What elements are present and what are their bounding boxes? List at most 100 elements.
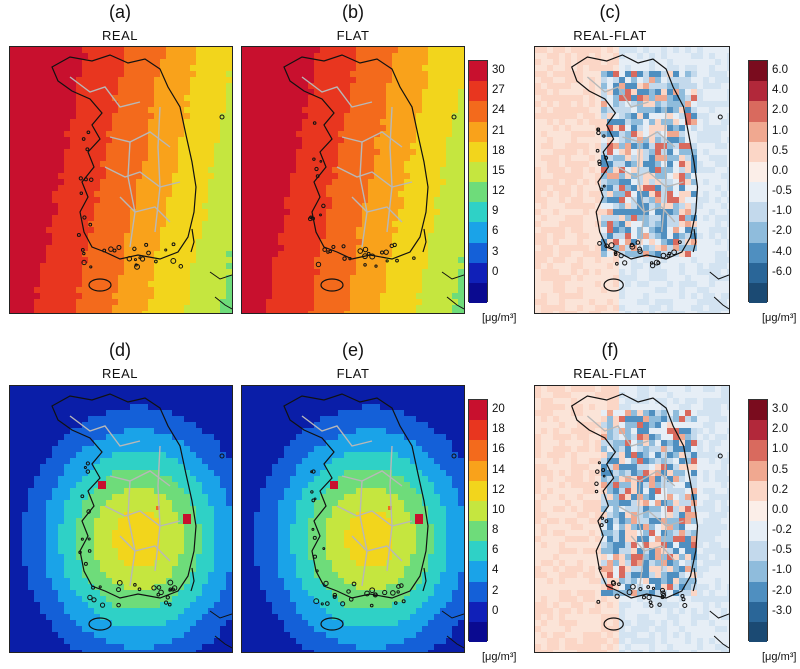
jeju-island bbox=[320, 617, 344, 631]
colorbar-tick-label: 27 bbox=[492, 84, 505, 97]
ulleung-island bbox=[219, 453, 225, 459]
colorbar-tick-label: 3.0 bbox=[772, 403, 788, 416]
colorbar-segment bbox=[749, 460, 767, 482]
colorbar-segment bbox=[749, 400, 767, 421]
colorbar-tick-label: 0.2 bbox=[772, 483, 788, 496]
colorbar-pm25 bbox=[468, 60, 488, 304]
colorbar-tick-label: 0.5 bbox=[772, 463, 788, 476]
colorbar-tick-label: -0.2 bbox=[772, 524, 792, 537]
colorbar-segment bbox=[749, 121, 767, 143]
colorbar-tick-label: 6 bbox=[492, 225, 499, 238]
map-panel-c bbox=[534, 46, 730, 314]
field-cells bbox=[242, 386, 464, 652]
colorbar-segment bbox=[469, 541, 487, 562]
map-e bbox=[242, 386, 464, 652]
panel-title-a: REAL bbox=[102, 28, 138, 43]
colorbar-diff-bottom bbox=[748, 399, 768, 643]
colorbar-segment bbox=[469, 121, 487, 143]
panel-title-e: FLAT bbox=[336, 366, 370, 381]
tsushima-island bbox=[190, 228, 195, 253]
panel-label-f: (f) bbox=[601, 340, 619, 360]
colorbar-pm10 bbox=[468, 399, 488, 643]
colorbar-tick-label: -3.0 bbox=[772, 604, 792, 617]
colorbar-segment bbox=[749, 202, 767, 223]
tsushima-island bbox=[422, 228, 427, 253]
colorbar-segment bbox=[469, 101, 487, 122]
korea-coastline bbox=[51, 393, 197, 599]
colorbar-tick-label: -1.0 bbox=[772, 564, 792, 577]
jeju-island bbox=[88, 617, 112, 631]
japan-coastline bbox=[709, 271, 729, 310]
colorbar-unit: [μg/m³] bbox=[482, 312, 517, 324]
colorbar-unit: [μg/m³] bbox=[762, 651, 797, 663]
field-cells bbox=[535, 386, 729, 652]
panel-label-e: (e) bbox=[342, 340, 364, 360]
colorbar-unit: [μg/m³] bbox=[762, 312, 797, 324]
colorbar-segment bbox=[469, 581, 487, 603]
colorbar-segment bbox=[749, 541, 767, 562]
colorbar-tick-label: -2.0 bbox=[772, 225, 792, 238]
japan-coastline bbox=[441, 271, 464, 310]
colorbar-tick-label: 15 bbox=[492, 164, 505, 177]
colorbar-segment bbox=[749, 500, 767, 522]
colorbar-tick-label: 10 bbox=[492, 503, 505, 516]
colorbar-segment bbox=[469, 222, 487, 243]
colorbar-tick-label: 3 bbox=[492, 245, 499, 258]
colorbar-segment bbox=[469, 400, 487, 421]
colorbar-segment bbox=[469, 601, 487, 623]
colorbar-segment bbox=[469, 440, 487, 461]
colorbar-tick-label: 16 bbox=[492, 443, 505, 456]
ulleung-island bbox=[219, 114, 225, 120]
map-panel-b bbox=[241, 46, 465, 314]
colorbar-segment bbox=[469, 480, 487, 502]
colorbar-segment bbox=[749, 581, 767, 603]
colorbar-segment bbox=[749, 141, 767, 163]
colorbar-segment bbox=[469, 141, 487, 163]
jeju-island bbox=[320, 278, 344, 292]
korea-coastline bbox=[570, 54, 699, 260]
japan-coastline bbox=[441, 610, 464, 649]
colorbar-segment bbox=[469, 420, 487, 441]
colorbar-tick-label: 12 bbox=[492, 185, 505, 198]
tsushima-island bbox=[692, 567, 697, 592]
field-cells bbox=[10, 386, 232, 652]
colorbar-tick-label: 0 bbox=[492, 604, 499, 617]
islands bbox=[310, 469, 406, 608]
colorbar-segment bbox=[469, 460, 487, 482]
colorbar-tick-label: 14 bbox=[492, 463, 505, 476]
islands bbox=[307, 121, 416, 268]
colorbar-segment bbox=[749, 440, 767, 461]
korea-coastline bbox=[51, 54, 197, 260]
province-boundaries bbox=[586, 76, 684, 248]
province-boundaries bbox=[301, 415, 413, 587]
field-cells bbox=[242, 47, 464, 313]
colorbar-tick-label: -4.0 bbox=[772, 245, 792, 258]
panel-title-d: REAL bbox=[102, 366, 138, 381]
colorbar-tick-label: 2 bbox=[492, 584, 499, 597]
colorbar-tick-label: 18 bbox=[492, 423, 505, 436]
jeju-island bbox=[603, 617, 624, 631]
colorbar-tick-label: 21 bbox=[492, 124, 505, 137]
colorbar-segment bbox=[749, 182, 767, 203]
colorbar-tick-label: -1.0 bbox=[772, 205, 792, 218]
colorbar-tick-label: 12 bbox=[492, 483, 505, 496]
jeju-island bbox=[88, 278, 112, 292]
colorbar-tick-label: -6.0 bbox=[772, 265, 792, 278]
islands bbox=[594, 461, 688, 609]
colorbar-tick-label: 30 bbox=[492, 64, 505, 77]
province-boundaries bbox=[301, 76, 413, 248]
panel-label-d: (d) bbox=[109, 340, 131, 360]
colorbar-segment bbox=[469, 202, 487, 223]
colorbar-tick-label: 8 bbox=[492, 524, 499, 537]
colorbar-segment bbox=[749, 561, 767, 582]
islands bbox=[76, 130, 184, 270]
colorbar-segment bbox=[749, 262, 767, 284]
colorbar-tick-label: 2.0 bbox=[772, 423, 788, 436]
hotspot-marker bbox=[330, 481, 338, 489]
colorbar-segment bbox=[749, 242, 767, 264]
map-panel-d bbox=[9, 385, 233, 653]
colorbar-tick-label: 24 bbox=[492, 104, 505, 117]
ulleung-island bbox=[717, 114, 723, 120]
colorbar-segment bbox=[469, 521, 487, 542]
colorbar-segment bbox=[469, 161, 487, 183]
